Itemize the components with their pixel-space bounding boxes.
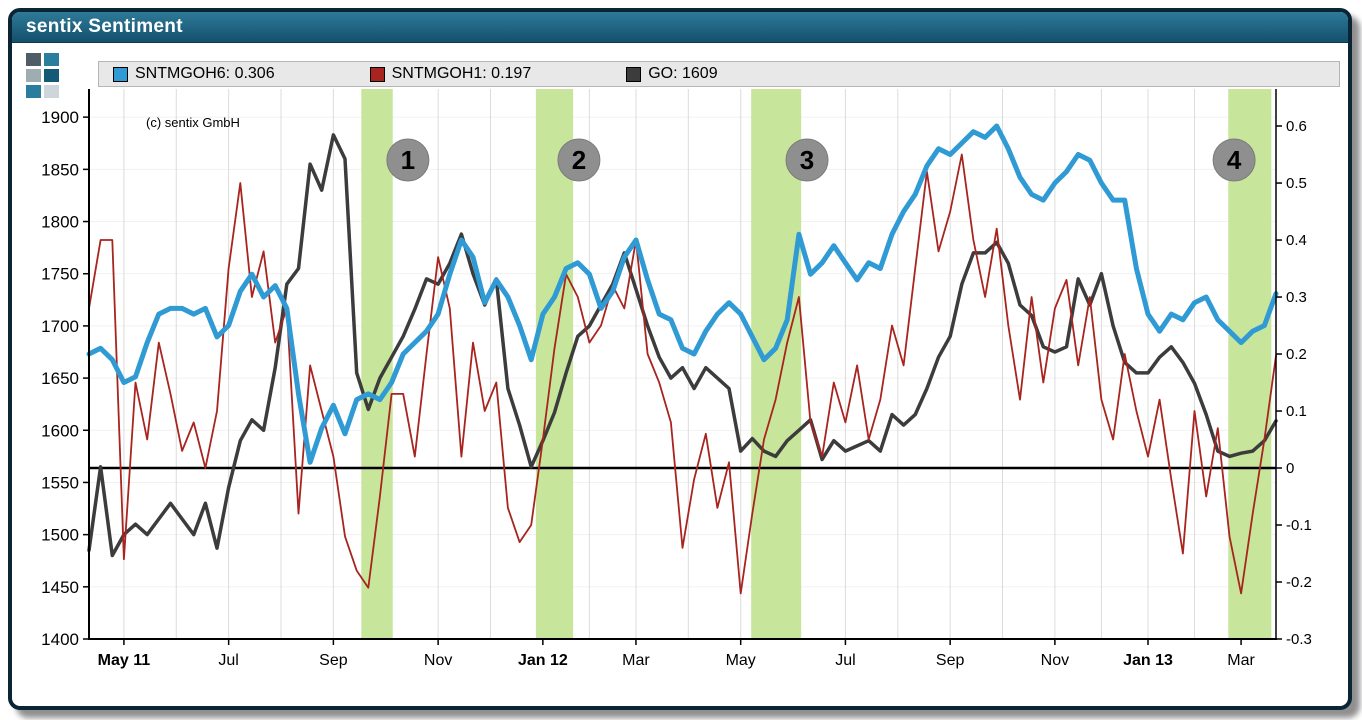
svg-text:1550: 1550 [41,473,79,492]
series-color-swatch [113,66,128,82]
legend-label: SNTMGOH6: 0.306 [135,65,275,82]
series-color-swatch [626,66,642,82]
svg-text:Nov: Nov [1041,652,1069,669]
svg-text:Sep: Sep [936,652,965,669]
svg-text:-0.3: -0.3 [1286,631,1312,648]
logo-square [44,53,59,66]
svg-text:0: 0 [1286,460,1294,477]
svg-text:1800: 1800 [41,213,79,232]
svg-text:Jan 13: Jan 13 [1123,652,1173,669]
chart-area: SNTMGOH6: 0.306 SNTMGOH1: 0.197 GO: 1609… [12,43,1340,699]
svg-text:Jan 12: Jan 12 [518,652,568,669]
series-color-swatch [369,66,385,82]
window-titlebar[interactable]: sentix Sentiment [12,12,1348,43]
svg-text:1450: 1450 [41,578,79,597]
svg-text:1900: 1900 [41,108,79,127]
legend-item-go: GO: 1609 [626,65,718,83]
legend-label: GO: 1609 [648,65,718,82]
legend-item-sntmgoh6: SNTMGOH6: 0.306 [113,65,275,83]
svg-text:1650: 1650 [41,369,79,388]
svg-text:1700: 1700 [41,317,79,336]
svg-text:May 11: May 11 [98,652,151,669]
svg-text:Mar: Mar [622,652,650,669]
svg-text:2: 2 [572,145,586,175]
svg-text:Sep: Sep [319,652,348,669]
sentiment-chart[interactable]: 1400 1450 1500 1550 1600 1650 1700 1750 1800 1850… [12,87,1340,699]
logo-square [26,69,41,82]
svg-text:3: 3 [800,145,814,175]
svg-text:0.2: 0.2 [1286,346,1307,363]
svg-text:May: May [726,652,756,669]
svg-text:1750: 1750 [41,265,79,284]
svg-text:Mar: Mar [1227,652,1255,669]
logo-square [26,85,41,98]
sentix-logo-icon [26,53,59,98]
logo-square [44,69,59,82]
svg-text:1: 1 [401,145,415,175]
svg-text:0.4: 0.4 [1286,232,1307,249]
legend-item-sntmgoh1: SNTMGOH1: 0.197 [369,65,532,83]
svg-text:1600: 1600 [41,421,79,440]
svg-text:-0.2: -0.2 [1286,574,1312,591]
svg-text:0.5: 0.5 [1286,175,1307,192]
svg-text:4: 4 [1227,145,1242,175]
chart-legend: SNTMGOH6: 0.306 SNTMGOH1: 0.197 GO: 1609 [98,61,1340,87]
svg-text:Nov: Nov [424,652,452,669]
sentix-window: sentix Sentiment SNTMGOH6: 0.306 SNTMGOH… [8,8,1352,710]
svg-text:0.3: 0.3 [1286,289,1307,306]
svg-text:1500: 1500 [41,526,79,545]
svg-text:0.1: 0.1 [1286,403,1307,420]
svg-text:0.6: 0.6 [1286,118,1307,135]
svg-text:Jul: Jul [218,652,238,669]
logo-square [26,53,41,66]
legend-label: SNTMGOH1: 0.197 [391,65,532,82]
logo-square [44,85,59,98]
svg-text:1850: 1850 [41,160,79,179]
svg-text:Jul: Jul [835,652,855,669]
svg-text:1400: 1400 [41,630,79,649]
window-title: sentix Sentiment [26,16,183,37]
svg-text:(c) sentix GmbH: (c) sentix GmbH [146,115,240,130]
svg-text:-0.1: -0.1 [1286,517,1312,534]
